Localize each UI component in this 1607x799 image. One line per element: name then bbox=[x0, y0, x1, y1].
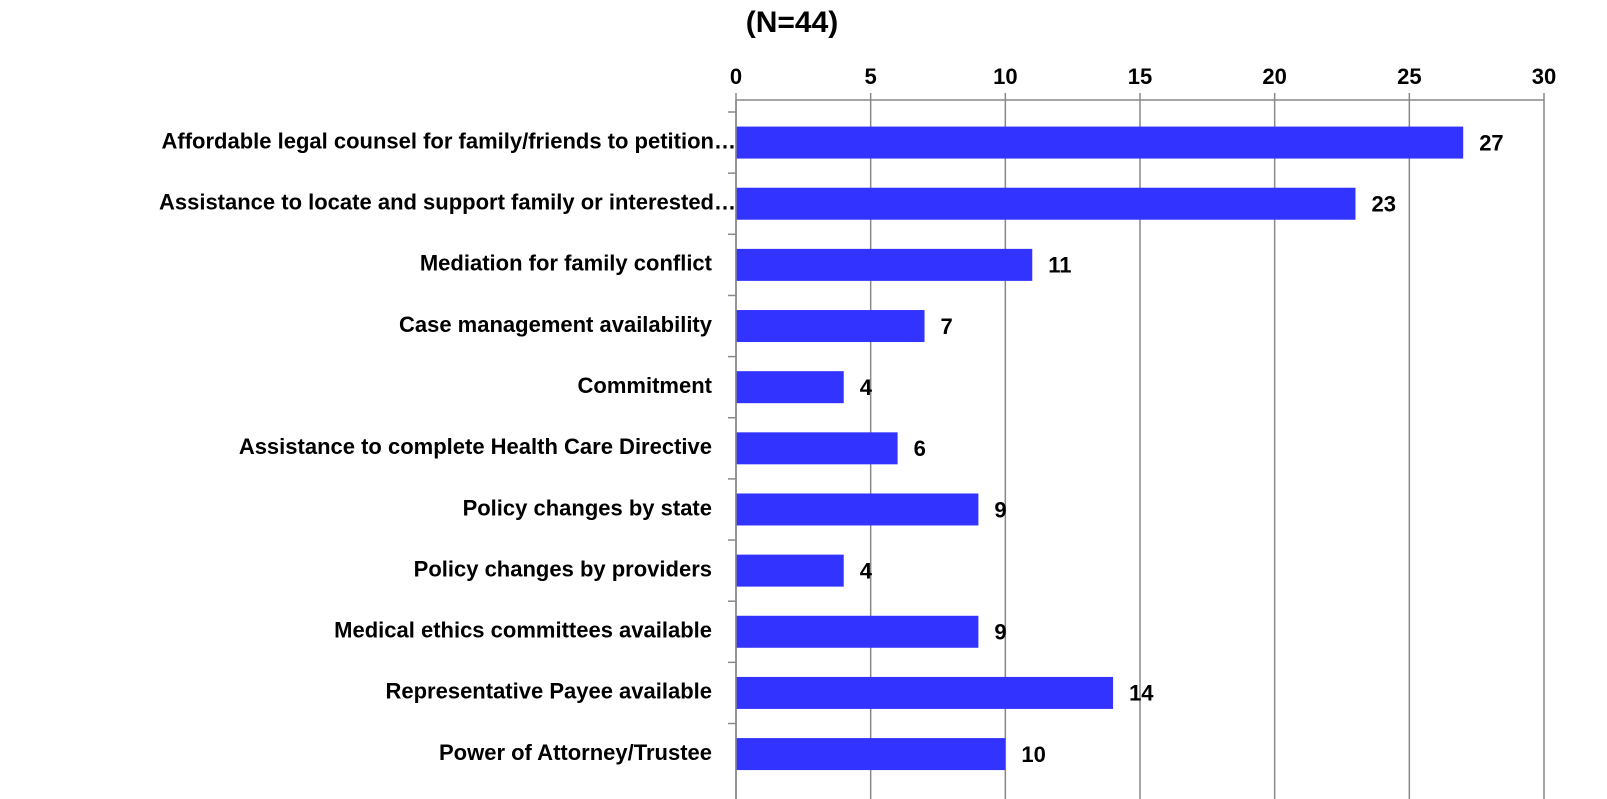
data-label: 9 bbox=[994, 620, 1006, 645]
data-label: 9 bbox=[994, 497, 1006, 522]
data-label: 7 bbox=[941, 314, 953, 339]
bar bbox=[736, 126, 1464, 159]
data-label: 10 bbox=[1021, 742, 1045, 767]
x-tick-label: 15 bbox=[1128, 64, 1152, 89]
chart-title: (N=44) bbox=[746, 6, 839, 39]
x-tick-label: 10 bbox=[993, 64, 1017, 89]
x-tick-label: 5 bbox=[865, 64, 877, 89]
data-label: 6 bbox=[914, 436, 926, 461]
data-label: 11 bbox=[1048, 253, 1071, 278]
bar bbox=[736, 432, 898, 465]
bar bbox=[736, 676, 1114, 709]
y-tick-label: Representative Payee available bbox=[385, 679, 712, 704]
x-tick-label: 25 bbox=[1397, 64, 1421, 89]
data-label: 14 bbox=[1129, 681, 1154, 706]
y-tick-label: Case management availability bbox=[399, 312, 713, 337]
y-tick-label: Assistance to complete Health Care Direc… bbox=[239, 434, 712, 459]
data-label: 23 bbox=[1371, 192, 1395, 217]
x-tick-label: 20 bbox=[1262, 64, 1286, 89]
bar bbox=[736, 371, 844, 404]
y-tick-label: Affordable legal counsel for family/frie… bbox=[161, 128, 736, 153]
bar bbox=[736, 187, 1356, 220]
data-label: 27 bbox=[1479, 130, 1503, 155]
bar bbox=[736, 248, 1033, 281]
bar bbox=[736, 738, 1006, 771]
bar bbox=[736, 310, 925, 343]
bar bbox=[736, 493, 979, 526]
y-tick-label: Policy changes by state bbox=[463, 495, 712, 520]
bar bbox=[736, 615, 979, 648]
data-label: 4 bbox=[860, 375, 873, 400]
y-tick-label: Commitment bbox=[578, 373, 713, 398]
y-tick-label: Power of Attorney/Trustee bbox=[439, 740, 712, 765]
x-tick-label: 30 bbox=[1532, 64, 1556, 89]
bar bbox=[736, 554, 844, 587]
y-tick-label: Medical ethics committees available bbox=[334, 618, 712, 643]
y-tick-label: Assistance to locate and support family … bbox=[159, 190, 736, 215]
x-tick-label: 0 bbox=[730, 64, 742, 89]
y-tick-label: Mediation for family conflict bbox=[420, 251, 713, 276]
y-tick-label: Policy changes by providers bbox=[414, 556, 712, 581]
data-label: 4 bbox=[860, 558, 873, 583]
